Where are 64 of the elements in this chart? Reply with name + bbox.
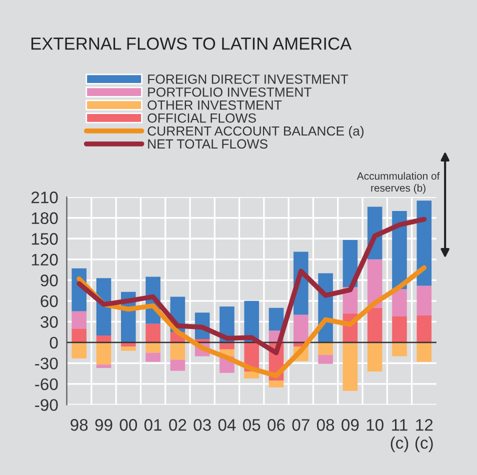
legend-label: NET TOTAL FLOWS — [148, 139, 268, 149]
x-tick-label: 02 — [169, 419, 186, 431]
x-tick-label: 01 — [144, 419, 162, 431]
bar — [367, 342, 382, 372]
y-tick-label: 30 — [40, 316, 58, 328]
bar — [244, 371, 260, 378]
y-tick-label: -30 — [35, 358, 58, 370]
y-tick-label: 150 — [32, 233, 58, 245]
bar — [392, 289, 407, 316]
chart-title: EXTERNAL FLOWS TO LATIN AMERICA — [31, 37, 352, 50]
bar — [268, 308, 284, 331]
y-tick-label: 0 — [50, 336, 58, 349]
bar — [170, 360, 186, 371]
x-tick-label: 05 — [243, 419, 260, 431]
x-tick-label: 03 — [194, 419, 211, 431]
y-tick-label: 210 — [31, 192, 58, 204]
bar — [96, 342, 112, 365]
x-tick-label: 08 — [316, 419, 334, 431]
bar — [392, 342, 407, 356]
y-tick-label: -60 — [35, 378, 58, 390]
x-tick-label: 07 — [292, 419, 310, 431]
bar — [367, 308, 382, 342]
bar — [268, 380, 284, 388]
bar — [220, 342, 234, 350]
legend-label: PORTFOLIO INVESTMENT — [148, 87, 312, 97]
bar — [146, 352, 160, 362]
x-tick-label: 99 — [95, 419, 112, 431]
x-tick-label: 06 — [268, 419, 285, 431]
line-series — [76, 216, 427, 356]
text: Accummulation of reserves (b) — [356, 172, 440, 194]
bar — [146, 324, 160, 342]
bar — [72, 311, 86, 329]
x-tick-label: 98 — [70, 419, 88, 431]
legend-label: OFFICIAL FLOWS — [148, 113, 256, 123]
bar — [416, 342, 432, 362]
bar — [294, 314, 308, 342]
x-tick-label: 10 — [366, 419, 384, 431]
x-tick-label: 09 — [342, 419, 359, 431]
line-series — [76, 265, 427, 378]
bar — [416, 286, 432, 316]
bar — [146, 342, 160, 353]
bar — [342, 342, 358, 391]
y-tick-label: 90 — [40, 274, 58, 286]
bar — [96, 364, 112, 368]
bar — [318, 354, 333, 364]
bar — [416, 315, 432, 342]
legend-label: FOREIGN DIRECT INVESTMENT — [148, 74, 348, 84]
bar — [170, 342, 186, 360]
legend-label: CURRENT ACCOUNT BALANCE (a) — [148, 126, 364, 138]
legend-label: OTHER INVESTMENT — [148, 100, 282, 110]
bar — [72, 342, 86, 358]
x-tick-label: 11 (c) — [390, 419, 408, 452]
x-tick-label: 12 (c) — [415, 419, 433, 452]
y-tick-label: 60 — [40, 295, 58, 308]
bar — [121, 346, 136, 351]
x-tick-label: 00 — [120, 419, 138, 431]
bar — [416, 200, 432, 286]
bar — [72, 328, 86, 342]
bar — [318, 342, 333, 355]
y-tick-label: 120 — [32, 254, 58, 266]
x-tick-label: 04 — [218, 419, 236, 431]
bar — [392, 316, 407, 342]
y-tick-label: 180 — [32, 212, 58, 224]
y-tick-label: -90 — [35, 399, 58, 411]
